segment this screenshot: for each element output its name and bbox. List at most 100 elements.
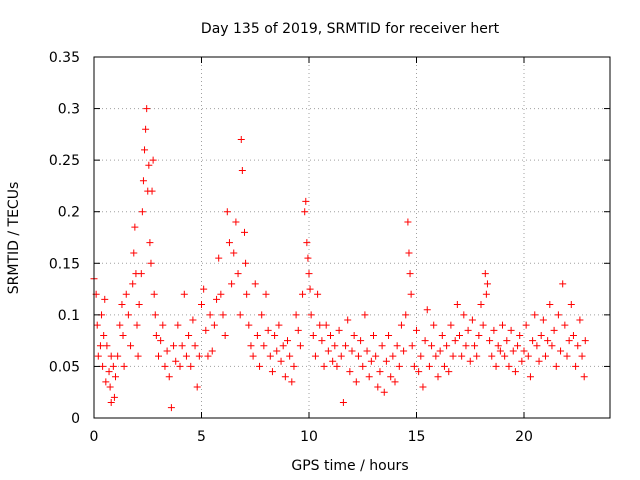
data-point: [149, 156, 157, 164]
data-point: [511, 368, 519, 376]
data-point: [554, 311, 562, 319]
y-tick-label: 0.2: [58, 205, 80, 221]
x-axis: 0 5 10 15 20: [90, 57, 533, 445]
x-tick-label: 0: [90, 429, 99, 445]
data-point: [107, 399, 115, 407]
data-point: [180, 290, 188, 298]
data-point: [395, 362, 403, 370]
data-point: [215, 254, 223, 262]
data-point: [425, 362, 433, 370]
data-point: [380, 388, 388, 396]
data-point: [569, 331, 577, 339]
data-point: [99, 362, 107, 370]
data-point: [286, 352, 294, 360]
data-point: [102, 378, 110, 386]
data-point: [539, 316, 547, 324]
data-point: [580, 373, 588, 381]
data-point: [225, 239, 233, 247]
data-point: [404, 218, 412, 226]
gridlines: [94, 57, 610, 418]
x-tick-label: 10: [300, 429, 318, 445]
data-point: [432, 352, 440, 360]
data-point: [202, 326, 210, 334]
data-point: [471, 342, 479, 350]
x-tick-label: 20: [515, 429, 533, 445]
data-point: [391, 378, 399, 386]
data-point: [284, 337, 291, 345]
data-point: [372, 352, 380, 360]
data-point: [262, 290, 270, 298]
data-point: [423, 306, 431, 314]
data-point: [210, 321, 218, 329]
data-point: [335, 326, 343, 334]
y-tick-label: 0.05: [49, 359, 80, 375]
data-point: [514, 342, 522, 350]
data-point: [189, 316, 197, 324]
data-point: [288, 378, 296, 386]
data-point: [405, 249, 413, 257]
data-point: [290, 362, 298, 370]
data-point: [331, 342, 339, 350]
data-point: [509, 347, 517, 355]
data-point: [456, 331, 463, 339]
data-point: [548, 342, 556, 350]
data-point: [110, 393, 118, 401]
data-point: [193, 383, 201, 391]
data-point: [445, 368, 453, 376]
data-point: [542, 352, 549, 360]
data-point: [535, 357, 543, 365]
data-point: [578, 352, 586, 360]
data-point: [482, 290, 490, 298]
data-point: [143, 105, 151, 113]
data-point: [185, 331, 193, 339]
data-point: [430, 321, 438, 329]
data-point: [174, 321, 182, 329]
data-point: [307, 311, 315, 319]
data-point: [346, 368, 354, 376]
data-point: [170, 342, 178, 350]
data-point: [151, 311, 159, 319]
data-point: [165, 373, 173, 381]
data-point: [237, 136, 245, 144]
data-point: [458, 352, 466, 360]
data-point: [552, 362, 560, 370]
data-point: [468, 316, 476, 324]
data-point: [147, 259, 155, 267]
data-point: [163, 347, 171, 355]
data-point: [357, 337, 365, 345]
data-point: [236, 311, 244, 319]
data-point: [178, 342, 186, 350]
data-point: [408, 342, 416, 350]
data-point: [318, 337, 326, 345]
data-point: [130, 249, 138, 257]
data-point: [544, 337, 552, 345]
data-point: [152, 331, 160, 339]
data-point: [294, 326, 302, 334]
data-point: [281, 373, 289, 381]
data-point: [299, 290, 307, 298]
data-point: [533, 342, 541, 350]
data-point: [100, 331, 108, 339]
data-point: [492, 362, 500, 370]
data-point: [537, 331, 545, 339]
data-point: [142, 125, 150, 133]
data-point: [479, 321, 487, 329]
data-point: [157, 337, 165, 345]
data-point: [415, 368, 423, 376]
data-point: [200, 285, 208, 293]
data-point: [324, 347, 332, 355]
data-point: [563, 352, 571, 360]
data-point: [124, 311, 132, 319]
data-point: [466, 357, 474, 365]
data-point: [221, 331, 229, 339]
data-point: [483, 280, 491, 288]
data-point: [581, 337, 589, 345]
data-point: [94, 352, 102, 360]
y-tick-label: 0.1: [58, 308, 80, 324]
data-point: [453, 301, 461, 309]
data-point: [204, 352, 212, 360]
data-point: [301, 208, 309, 216]
data-point: [550, 326, 558, 334]
data-point: [393, 342, 401, 350]
